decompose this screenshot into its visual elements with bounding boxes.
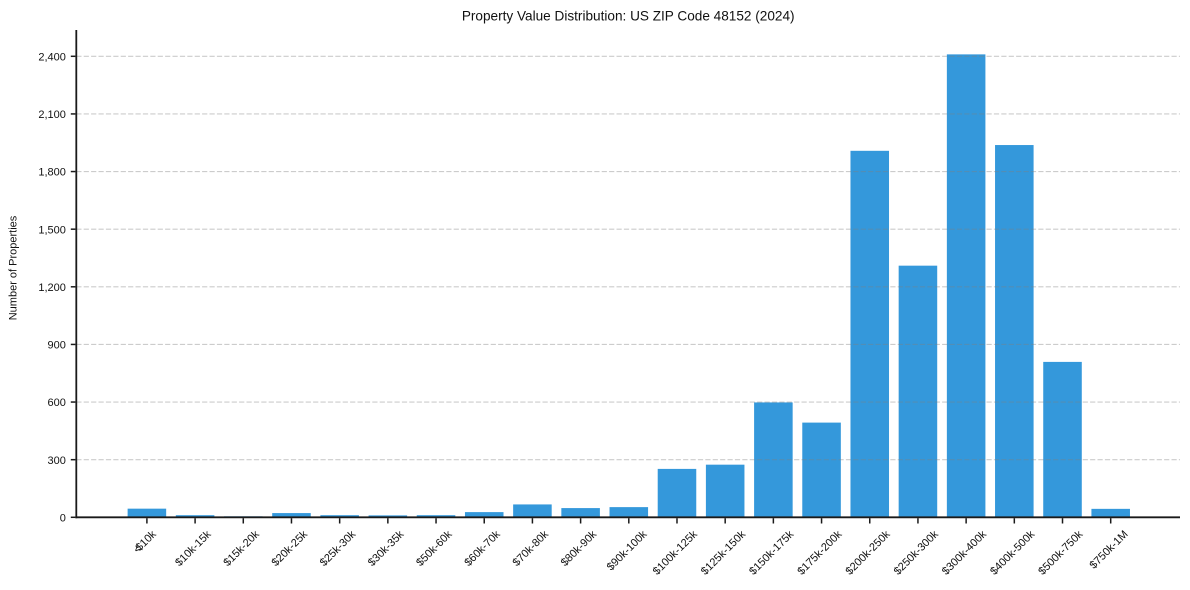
svg-text:2,400: 2,400 (38, 51, 66, 63)
svg-text:0: 0 (60, 512, 66, 524)
svg-text:300: 300 (48, 455, 66, 467)
svg-text:1,500: 1,500 (38, 224, 66, 236)
svg-text:900: 900 (48, 340, 66, 352)
svg-text:1,800: 1,800 (38, 167, 66, 179)
svg-text:Property Value Distribution: U: Property Value Distribution: US ZIP Code… (462, 9, 795, 24)
svg-text:1,200: 1,200 (38, 282, 66, 294)
svg-text:Number of Properties: Number of Properties (8, 215, 20, 320)
svg-text:2,100: 2,100 (38, 109, 66, 121)
svg-text:600: 600 (48, 397, 66, 409)
